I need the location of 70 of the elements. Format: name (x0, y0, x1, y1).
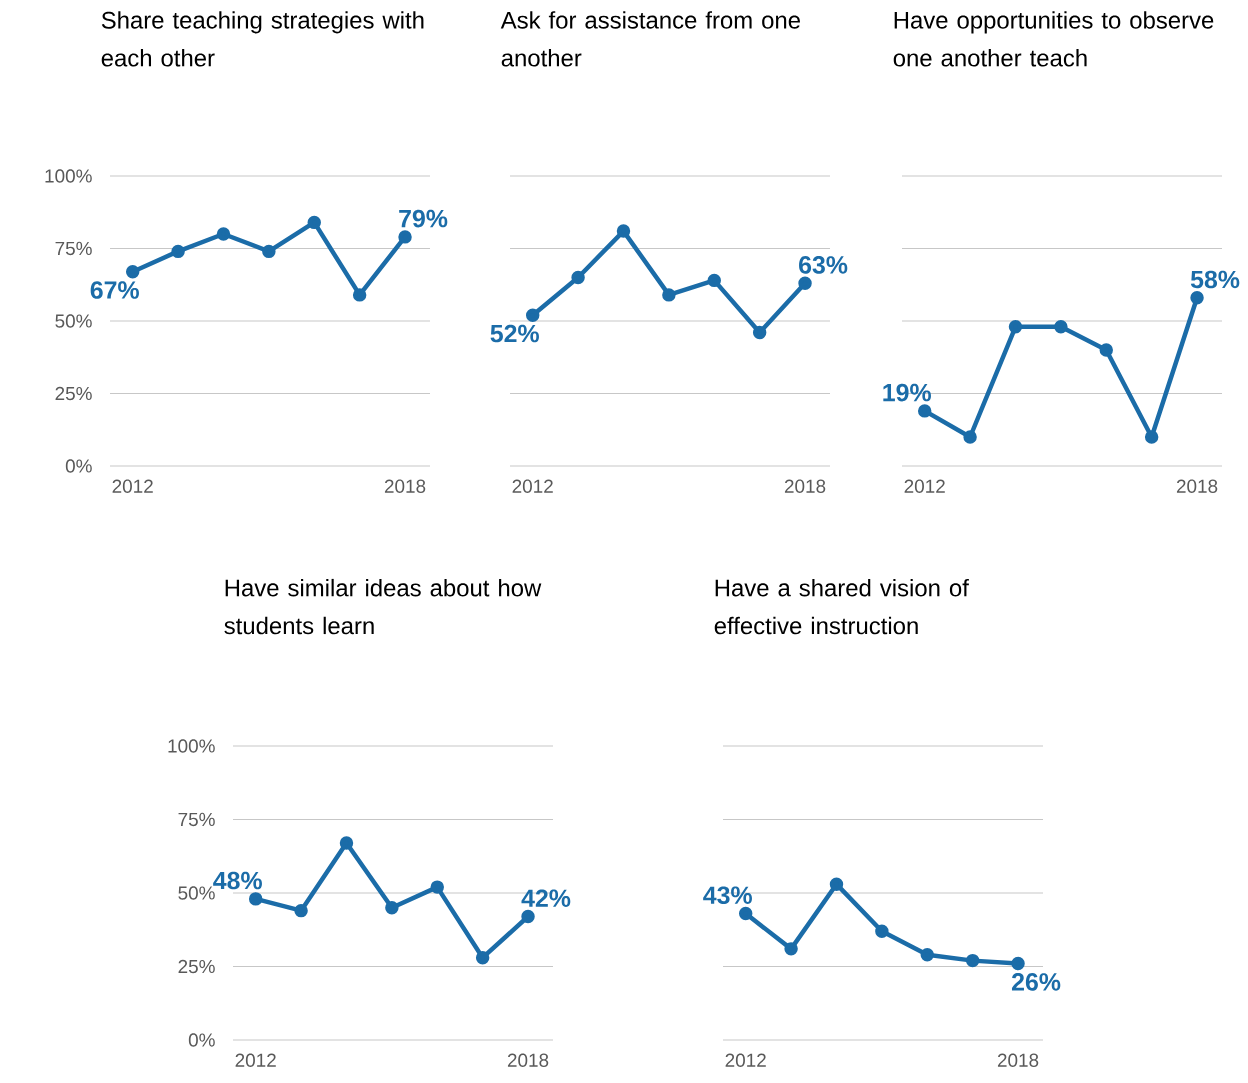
y-tick-label: 0% (65, 459, 92, 473)
data-label: 48% (213, 871, 262, 890)
x-tick-label: 2018 (384, 479, 426, 493)
point (475, 950, 490, 965)
chart-title: Have a shared vision of effective instruction (714, 578, 969, 635)
y-tick-label: 25% (178, 959, 215, 974)
point (829, 877, 844, 891)
point (171, 244, 185, 259)
point (1008, 320, 1023, 334)
point (965, 953, 980, 968)
point (248, 892, 263, 906)
point (616, 224, 631, 238)
chart-title: Have similar ideas about how students learn (224, 578, 542, 635)
point (1144, 430, 1159, 444)
chart-title: Have opportunities to observe one another teach (893, 11, 1214, 67)
point (784, 942, 798, 956)
data-label: 26% (1011, 973, 1061, 991)
point (1190, 291, 1204, 305)
point (216, 227, 231, 241)
x-tick-label: 2012 (725, 1053, 766, 1067)
point (1099, 343, 1113, 357)
x-tick-label: 2012 (112, 479, 153, 493)
data-label: 79% (399, 209, 448, 228)
point (339, 836, 354, 850)
x-tick-label: 2018 (784, 479, 826, 493)
point (521, 909, 535, 924)
data-label: 63% (799, 256, 848, 274)
point (875, 924, 889, 938)
point (262, 244, 276, 259)
point (917, 404, 932, 418)
x-tick-label: 2012 (512, 479, 553, 493)
point (738, 906, 753, 921)
chart-title: Ask for assistance from one another (500, 11, 800, 67)
point (430, 880, 444, 894)
point (352, 288, 367, 302)
y-tick-label: 100% (45, 169, 92, 183)
point (385, 900, 399, 915)
data-label: 67% (90, 281, 139, 299)
point (398, 230, 412, 244)
chart-title: Share teaching strategies with each other (101, 11, 424, 67)
y-tick-label: 50% (55, 314, 92, 328)
y-tick-label: 100% (168, 739, 215, 753)
data-label: 19% (883, 383, 931, 402)
x-tick-label: 2012 (235, 1053, 276, 1067)
x-tick-label: 2018 (507, 1053, 549, 1067)
point (963, 430, 977, 444)
x-tick-label: 2018 (997, 1053, 1039, 1067)
y-tick-label: 50% (178, 886, 215, 900)
data-label: 52% (490, 324, 539, 343)
data-label: 58% (1190, 270, 1240, 289)
y-tick-label: 25% (55, 386, 92, 401)
point (1054, 320, 1068, 334)
point (707, 273, 721, 288)
point (662, 288, 676, 302)
y-tick-label: 0% (188, 1033, 215, 1047)
point (525, 308, 540, 322)
x-tick-label: 2012 (904, 479, 945, 493)
point (752, 325, 767, 340)
point (307, 215, 321, 230)
point (798, 276, 812, 291)
y-tick-label: 75% (55, 241, 92, 256)
point (920, 948, 934, 962)
data-label: 43% (703, 886, 752, 905)
x-tick-label: 2018 (1176, 479, 1218, 493)
y-tick-label: 75% (178, 812, 215, 827)
point (1011, 956, 1025, 971)
point (125, 264, 140, 279)
point (571, 270, 585, 285)
point (294, 903, 308, 918)
data-label: 42% (521, 889, 571, 907)
